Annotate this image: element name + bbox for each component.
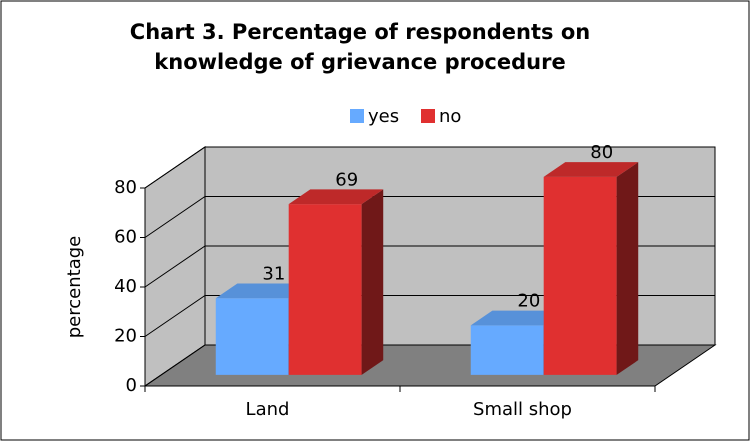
y-tick-label: 20	[114, 326, 137, 347]
y-axis-label: percentage	[64, 236, 85, 338]
bar-front	[543, 176, 617, 375]
y-tick-label: 60	[114, 227, 137, 248]
y-tick-label: 0	[126, 375, 137, 396]
legend-swatch	[350, 109, 364, 123]
bar-side	[361, 189, 384, 375]
bar-front	[470, 325, 544, 375]
chart-title-line: Chart 3. Percentage of respondents on	[130, 20, 590, 44]
data-label: 69	[335, 169, 358, 190]
bar-top	[543, 162, 639, 177]
data-label: 80	[590, 142, 613, 163]
data-label: 20	[517, 291, 540, 312]
bar-top	[215, 283, 311, 299]
bar-top	[470, 310, 566, 326]
x-tick-label: Land	[246, 399, 290, 420]
grid-line	[144, 146, 715, 189]
x-tick-label: Small shop	[473, 399, 572, 420]
bar	[288, 189, 384, 375]
y-tick-label: 80	[114, 177, 137, 198]
bar	[543, 162, 639, 375]
data-label: 31	[262, 263, 285, 284]
bar-front	[288, 204, 362, 375]
legend-swatch	[421, 109, 435, 123]
legend-label: yes	[368, 106, 399, 127]
bar-top	[288, 189, 384, 205]
chart-title-line: knowledge of grievance procedure	[154, 50, 565, 74]
bar-side	[616, 162, 639, 375]
legend-label: no	[439, 106, 461, 127]
bar-front	[215, 298, 289, 375]
y-tick-label: 40	[114, 276, 137, 297]
